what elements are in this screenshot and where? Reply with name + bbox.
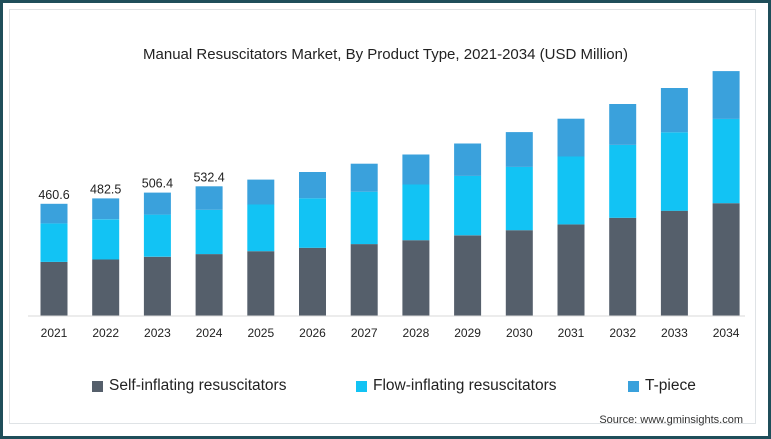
bar-2032-t-piece: [609, 104, 637, 145]
legend-item-flow-inflating: Flow-inflating resuscitators: [356, 377, 556, 395]
bar-2023-t-piece: [143, 192, 171, 215]
bar-2028-t-piece: [402, 154, 430, 185]
bar-2024-t-piece: [195, 186, 223, 210]
bar-2033-t-piece: [660, 88, 688, 133]
x-tick-2026: 2026: [299, 326, 326, 340]
bar-2024-flow-inflating-resuscitators: [195, 209, 223, 255]
bar-2026-self-inflating-resuscitators: [299, 247, 326, 316]
legend-label-flow-inflating: Flow-inflating resuscitators: [373, 377, 557, 394]
legend-swatch-self-inflating: [92, 380, 103, 392]
bar-2029-flow-inflating-resuscitators: [454, 175, 482, 236]
bar-2033-flow-inflating-resuscitators: [660, 132, 688, 211]
bar-2033-self-inflating-resuscitators: [660, 210, 688, 316]
bar-2028-flow-inflating-resuscitators: [402, 184, 430, 241]
bar-2027-flow-inflating-resuscitators: [350, 191, 378, 245]
x-tick-2029: 2029: [454, 326, 481, 340]
legend-label-t-piece: T-piece: [645, 377, 696, 394]
bar-2034-t-piece: [712, 71, 740, 119]
data-label-2023: 506.4: [142, 177, 173, 191]
bar-2031-self-inflating-resuscitators: [557, 224, 585, 316]
bar-2030-flow-inflating-resuscitators: [505, 166, 533, 231]
bar-2029-t-piece: [454, 143, 482, 176]
x-tick-2033: 2033: [661, 326, 688, 340]
bar-2034-flow-inflating-resuscitators: [712, 118, 740, 204]
source-note: Source: www.gminsights.com: [599, 414, 743, 426]
bar-2028-self-inflating-resuscitators: [402, 240, 430, 316]
bar-2021-self-inflating-resuscitators: [40, 261, 68, 316]
bar-2031-t-piece: [557, 118, 585, 157]
bar-2032-self-inflating-resuscitators: [609, 217, 637, 316]
x-tick-2022: 2022: [92, 326, 119, 340]
x-tick-2030: 2030: [506, 326, 533, 340]
x-tick-2028: 2028: [403, 326, 430, 340]
bar-2027-t-piece: [350, 163, 378, 192]
data-labels: 460.6 482.5 506.4 532.4: [38, 170, 224, 202]
bar-2026-t-piece: [299, 172, 326, 199]
x-tick-2024: 2024: [196, 326, 223, 340]
bar-2022-t-piece: [92, 198, 120, 220]
x-tick-2023: 2023: [144, 326, 171, 340]
x-tick-2032: 2032: [609, 326, 636, 340]
legend-swatch-flow-inflating: [356, 380, 367, 392]
bar-2030-t-piece: [505, 132, 533, 167]
bar-2031-flow-inflating-resuscitators: [557, 156, 585, 225]
data-label-2021: 460.6: [38, 188, 69, 202]
legend-label-self-inflating: Self-inflating resuscitators: [109, 377, 287, 394]
legend-item-self-inflating: Self-inflating resuscitators: [92, 377, 286, 395]
bars-group: [40, 71, 740, 316]
legend-swatch-t-piece: [628, 380, 639, 392]
bar-2022-self-inflating-resuscitators: [92, 259, 120, 316]
bar-2023-flow-inflating-resuscitators: [143, 214, 171, 257]
chart-title: Manual Resuscitators Market, By Product …: [143, 46, 628, 63]
bar-2026-flow-inflating-resuscitators: [299, 198, 326, 248]
x-tick-2021: 2021: [41, 326, 68, 340]
legend-item-t-piece: T-piece: [628, 377, 696, 395]
bar-2025-self-inflating-resuscitators: [247, 251, 275, 316]
bar-2025-flow-inflating-resuscitators: [247, 204, 275, 252]
bar-2022-flow-inflating-resuscitators: [92, 219, 120, 260]
x-tick-2031: 2031: [558, 326, 585, 340]
x-tick-2027: 2027: [351, 326, 378, 340]
bar-2021-flow-inflating-resuscitators: [40, 223, 68, 262]
bar-2023-self-inflating-resuscitators: [143, 256, 171, 316]
bar-2030-self-inflating-resuscitators: [505, 230, 533, 316]
bar-2029-self-inflating-resuscitators: [454, 235, 482, 316]
x-tick-2025: 2025: [247, 326, 274, 340]
legend: Self-inflating resuscitators Flow-inflat…: [0, 377, 771, 401]
bar-2021-t-piece: [40, 203, 68, 224]
bar-2032-flow-inflating-resuscitators: [609, 145, 637, 218]
bar-2027-self-inflating-resuscitators: [350, 244, 378, 316]
bar-2025-t-piece: [247, 179, 275, 205]
data-label-2022: 482.5: [90, 182, 121, 196]
bar-2024-self-inflating-resuscitators: [195, 254, 223, 316]
x-tick-labels: 2021 2022 2023 2024 2025 2026 2027 2028 2029 2030…: [41, 326, 740, 340]
bar-2034-self-inflating-resuscitators: [712, 203, 740, 316]
x-tick-2034: 2034: [713, 326, 740, 340]
data-label-2024: 532.4: [193, 170, 224, 184]
